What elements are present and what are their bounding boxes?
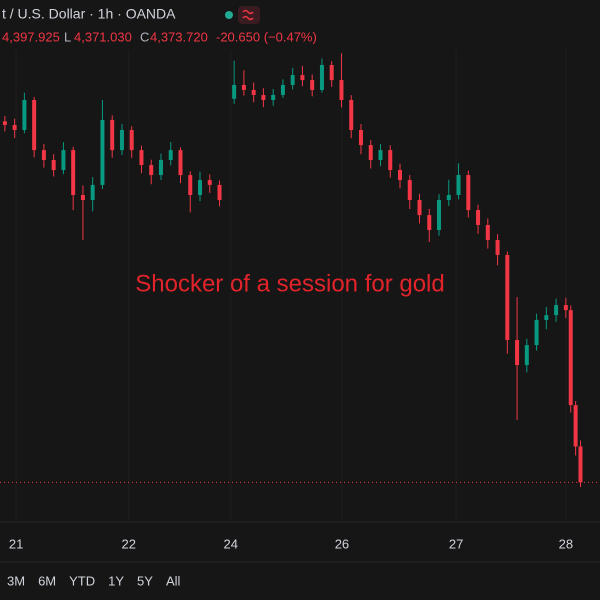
candle-body (300, 75, 305, 81)
candle-body (110, 119, 115, 151)
candle-body (2, 121, 7, 125)
candle-body (476, 210, 481, 225)
candle-body (168, 150, 173, 160)
candle-body (251, 89, 256, 95)
candle-body (319, 65, 324, 90)
candle-body (119, 130, 124, 151)
candle-body (22, 100, 27, 130)
candle-body (310, 80, 315, 90)
candle-body (524, 345, 529, 366)
x-tick-label: 21 (9, 536, 23, 551)
candle-body (358, 130, 363, 146)
candle-body (485, 224, 490, 241)
candle-body (232, 84, 237, 99)
candle-body (554, 305, 559, 316)
candle-body (407, 180, 412, 201)
candle-body (271, 94, 276, 101)
candle-body (568, 310, 573, 406)
range-button[interactable]: 3M (7, 573, 25, 588)
candle-body (241, 84, 246, 90)
x-tick-label: 24 (223, 536, 237, 551)
range-button[interactable]: YTD (69, 573, 95, 588)
candle-body (534, 319, 539, 346)
range-button[interactable]: 5Y (137, 573, 153, 588)
market-status-dot (225, 11, 233, 19)
ohlc-low-label: L (64, 29, 71, 44)
symbol-title: t / U.S. Dollar · 1h · OANDA (2, 6, 176, 22)
candle-body (388, 150, 393, 171)
candle-body (261, 94, 266, 101)
x-tick-label: 27 (449, 536, 463, 551)
candle-body (90, 184, 95, 201)
candle-body (563, 305, 568, 311)
x-tick-label: 22 (122, 536, 136, 551)
candle-body (280, 84, 285, 95)
x-tick-label: 28 (559, 536, 573, 551)
candle-body (80, 195, 85, 201)
toolbar: 3M 6M YTD 1Y 5Y All (7, 573, 180, 588)
candle-body (398, 170, 402, 181)
annotation: Shocker of a session for gold (135, 270, 445, 297)
candle-body (466, 175, 471, 211)
candle-body (446, 195, 451, 201)
candle-body (290, 75, 295, 85)
candle-body (129, 130, 134, 151)
candle-body (505, 254, 510, 341)
candle-body (578, 446, 583, 483)
status-badge (238, 6, 260, 24)
candle-body (51, 159, 56, 171)
candle-body (41, 150, 46, 160)
candle-body (149, 165, 154, 176)
candle-body (515, 340, 520, 366)
candle-body (178, 150, 183, 176)
candle-body (417, 200, 422, 216)
candle-body (207, 180, 212, 185)
candle-body (61, 150, 66, 171)
x-tick-label: 26 (335, 536, 349, 551)
status-icon (242, 9, 254, 21)
candle-body (437, 200, 442, 231)
candle-body (495, 240, 500, 255)
ohlc-close: 4,373.720 (150, 29, 208, 44)
candle-body (32, 100, 37, 151)
candle-body (100, 119, 105, 185)
candle-body (198, 180, 202, 195)
candle-body (188, 175, 193, 195)
candle-body (71, 150, 76, 195)
ohlc-low: 4,371.030 (74, 29, 132, 44)
candle-body (378, 150, 383, 160)
candle-body (368, 145, 373, 160)
ohlc-change: -20.650 (−0.47%) (216, 29, 317, 44)
plot-area (0, 50, 600, 520)
ohlc-close-label: C (140, 29, 149, 44)
candle-body (573, 405, 578, 447)
candle-body (12, 124, 17, 130)
range-button[interactable]: 6M (38, 573, 56, 588)
candle-body (456, 175, 461, 195)
candle-body (217, 184, 222, 201)
candle-body (329, 65, 334, 81)
candle-body (544, 315, 549, 320)
candle-body (139, 150, 144, 166)
candle-body (349, 100, 354, 130)
candle-body (427, 215, 432, 231)
range-button[interactable]: All (166, 573, 181, 588)
ohlc-high: 4,397.925 (2, 29, 60, 44)
candle-body (158, 159, 163, 176)
range-button[interactable]: 1Y (108, 573, 124, 588)
candle-body (339, 80, 344, 101)
